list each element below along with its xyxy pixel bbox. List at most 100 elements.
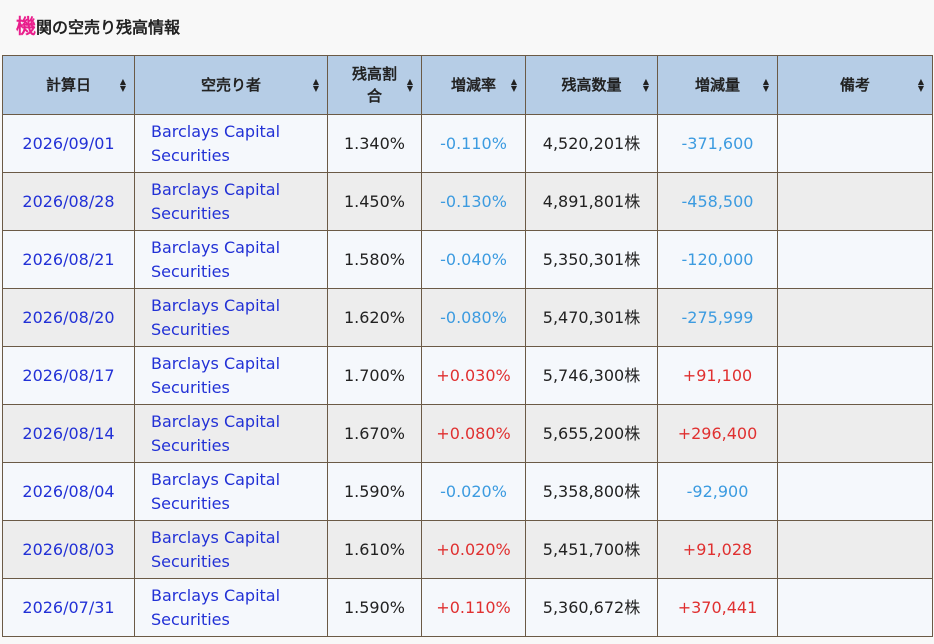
date-link[interactable]: 2026/08/28 [22,191,115,211]
seller-link[interactable]: Barclays Capital Securities [151,411,281,455]
quantity-cell: 5,358,800株 [525,462,658,521]
seller-cell: Barclays Capital Securities [134,346,328,405]
change-cell: -120,000 [657,230,778,289]
quantity-cell: 4,520,201株 [525,114,658,173]
quantity-cell: 5,451,700株 [525,520,658,579]
rate-cell: -0.040% [421,230,526,289]
rate-cell: -0.020% [421,462,526,521]
note-cell [777,404,933,463]
seller-link[interactable]: Barclays Capital Securities [151,353,281,397]
note-cell [777,172,933,231]
seller-cell: Barclays Capital Securities [134,230,328,289]
ratio-cell: 1.580% [327,230,422,289]
date-cell: 2026/08/17 [2,346,135,405]
col-header-ratio[interactable]: 残高割合 ▲ ▼ [327,55,422,115]
date-cell: 2026/08/21 [2,230,135,289]
col-header-change[interactable]: 増減量 ▲ ▼ [657,55,778,115]
change-cell: +91,100 [657,346,778,405]
change-cell: -275,999 [657,288,778,347]
date-cell: 2026/08/28 [2,172,135,231]
note-cell [777,288,933,347]
quantity-cell: 5,655,200株 [525,404,658,463]
sort-icon[interactable]: ▲ ▼ [917,77,924,93]
table-row: 2026/08/14 Barclays Capital Securities 1.67… [2,404,933,463]
rate-cell: +0.020% [421,520,526,579]
date-link[interactable]: 2026/08/04 [22,481,115,501]
sort-icon[interactable]: ▲ ▼ [312,77,319,93]
table-header-row: 計算日 ▲ ▼ 空売り者 ▲ ▼ 残高割合 ▲ ▼ 増減率 ▲ ▼ 残高数量 ▲ ▼ 増減量 ▲ ▼ 備… [2,55,933,115]
quantity-cell: 5,746,300株 [525,346,658,405]
sort-icon[interactable]: ▲ ▼ [762,77,769,93]
date-cell: 2026/08/20 [2,288,135,347]
note-cell [777,578,933,637]
seller-link[interactable]: Barclays Capital Securities [151,527,281,571]
rate-cell: +0.080% [421,404,526,463]
note-cell [777,462,933,521]
date-link[interactable]: 2026/08/03 [22,539,115,559]
col-header-note[interactable]: 備考 ▲ ▼ [777,55,933,115]
seller-link[interactable]: Barclays Capital Securities [151,469,281,513]
date-link[interactable]: 2026/08/14 [22,423,115,443]
seller-link[interactable]: Barclays Capital Securities [151,237,281,281]
date-link[interactable]: 2026/08/20 [22,307,115,327]
col-header-rate[interactable]: 増減率 ▲ ▼ [421,55,526,115]
note-cell [777,230,933,289]
change-cell: +296,400 [657,404,778,463]
seller-cell: Barclays Capital Securities [134,520,328,579]
change-cell: -458,500 [657,172,778,231]
change-cell: -92,900 [657,462,778,521]
seller-cell: Barclays Capital Securities [134,462,328,521]
table-row: 2026/08/03 Barclays Capital Securities 1.61… [2,520,933,579]
sort-icon[interactable]: ▲ ▼ [119,77,126,93]
note-cell [777,520,933,579]
sort-icon[interactable]: ▲ ▼ [406,77,413,93]
quantity-cell: 5,470,301株 [525,288,658,347]
page-title: 機関の空売り残高情報 [16,10,180,39]
date-cell: 2026/08/04 [2,462,135,521]
table-row: 2026/07/31 Barclays Capital Securities 1.59… [2,578,933,637]
seller-link[interactable]: Barclays Capital Securities [151,179,281,223]
change-cell: -371,600 [657,114,778,173]
seller-cell: Barclays Capital Securities [134,114,328,173]
date-link[interactable]: 2026/08/21 [22,249,115,269]
seller-link[interactable]: Barclays Capital Securities [151,585,281,629]
date-link[interactable]: 2026/07/31 [22,597,115,617]
date-link[interactable]: 2026/09/01 [22,133,115,153]
col-header-date[interactable]: 計算日 ▲ ▼ [2,55,135,115]
note-cell [777,346,933,405]
quantity-cell: 4,891,801株 [525,172,658,231]
ratio-cell: 1.700% [327,346,422,405]
date-link[interactable]: 2026/08/17 [22,365,115,385]
table-row: 2026/08/28 Barclays Capital Securities 1.45… [2,172,933,231]
sort-icon[interactable]: ▲ ▼ [510,77,517,93]
note-cell [777,114,933,173]
rate-cell: -0.080% [421,288,526,347]
seller-link[interactable]: Barclays Capital Securities [151,295,281,339]
title-accent-char: 機 [16,14,36,38]
quantity-cell: 5,350,301株 [525,230,658,289]
ratio-cell: 1.590% [327,578,422,637]
seller-cell: Barclays Capital Securities [134,578,328,637]
short-selling-table: 計算日 ▲ ▼ 空売り者 ▲ ▼ 残高割合 ▲ ▼ 増減率 ▲ ▼ 残高数量 ▲ ▼ 増減量 ▲ ▼ 備… [2,55,933,637]
ratio-cell: 1.610% [327,520,422,579]
ratio-cell: 1.450% [327,172,422,231]
ratio-cell: 1.340% [327,114,422,173]
table-row: 2026/08/21 Barclays Capital Securities 1.58… [2,230,933,289]
sort-icon[interactable]: ▲ ▼ [642,77,649,93]
seller-link[interactable]: Barclays Capital Securities [151,121,281,165]
change-cell: +91,028 [657,520,778,579]
seller-cell: Barclays Capital Securities [134,288,328,347]
ratio-cell: 1.620% [327,288,422,347]
table-row: 2026/08/17 Barclays Capital Securities 1.70… [2,346,933,405]
rate-cell: -0.110% [421,114,526,173]
quantity-cell: 5,360,672株 [525,578,658,637]
title-text: 関の空売り残高情報 [36,18,181,37]
rate-cell: -0.130% [421,172,526,231]
col-header-quantity[interactable]: 残高数量 ▲ ▼ [525,55,658,115]
ratio-cell: 1.670% [327,404,422,463]
col-header-seller[interactable]: 空売り者 ▲ ▼ [134,55,328,115]
table-row: 2026/08/04 Barclays Capital Securities 1.59… [2,462,933,521]
ratio-cell: 1.590% [327,462,422,521]
rate-cell: +0.110% [421,578,526,637]
seller-cell: Barclays Capital Securities [134,172,328,231]
